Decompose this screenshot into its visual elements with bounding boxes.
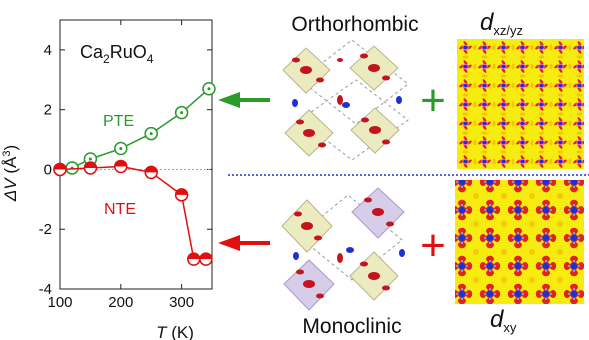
compound-subscript: 2 (103, 52, 110, 66)
nte-data-point-fill (199, 253, 212, 260)
pointer-arrows (218, 92, 270, 251)
nte-data-point-fill (175, 188, 188, 195)
plot-area (53, 19, 216, 290)
orbital-label-top: dxz/yz (480, 9, 523, 38)
pte-series-label: PTE (103, 113, 134, 130)
y-tick-label: -4 (39, 281, 52, 298)
orbital-bottom-sub: xy (503, 320, 517, 335)
pte-data-point-dot (149, 132, 153, 136)
x-axis-label: T (K) (156, 323, 194, 340)
nte-arrow-head (218, 235, 240, 251)
monoclinic-structure (281, 187, 405, 311)
y-axis-unit-close: ) (1, 145, 20, 151)
orbital-map-dxz-dyz (457, 39, 584, 169)
nte-data-point-fill (54, 163, 66, 170)
y-tick-labels: -4 -2 0 2 4 (39, 42, 52, 298)
x-tick-labels: 100 200 300 (47, 294, 194, 311)
y-axis-unit-sup: 3 (1, 151, 13, 157)
orbital-label-bottom: dxy (490, 306, 517, 335)
orbital-top-sub: xz/yz (493, 23, 523, 38)
plus-sign-top: + (420, 76, 446, 125)
x-axis-unit: (K) (167, 323, 194, 340)
x-tick-label: 300 (169, 294, 194, 311)
compound-subscript: 4 (147, 52, 154, 66)
y-tick-label: -2 (39, 221, 52, 238)
y-tick-label: 2 (44, 102, 52, 119)
nte-data-point-fill (114, 160, 127, 167)
orbital-top-main: d (480, 9, 494, 36)
nte-data-point-fill (187, 253, 200, 260)
compound-text: RuO (110, 42, 147, 62)
orbital-bottom-main: d (490, 306, 504, 333)
plus-sign-bottom: + (420, 221, 446, 270)
phase-title-monoclinic: Monoclinic (302, 315, 401, 338)
y-tick-label: 4 (44, 42, 52, 59)
y-axis-unit: (Å (1, 156, 20, 178)
x-tick-label: 200 (108, 294, 133, 311)
pte-data-point-dot (180, 111, 184, 115)
orbital-map-dxy (455, 180, 584, 304)
pte-series-line (59, 88, 210, 171)
orthorhombic-structure (282, 39, 409, 161)
nte-data-point-fill (145, 166, 158, 173)
nte-series-label: NTE (104, 201, 136, 218)
y-tick-label: 0 (44, 161, 52, 178)
compound-text: Ca (80, 42, 104, 62)
x-axis-symbol: T (156, 323, 168, 340)
pte-data-point-dot (88, 157, 92, 161)
compound-formula: Ca2RuO4 (80, 42, 154, 66)
plot-frame (59, 19, 213, 290)
x-tick-label: 100 (47, 294, 72, 311)
y-axis-symbol: ΔV (1, 177, 20, 202)
pte-data-point-dot (207, 87, 211, 91)
phase-title-orthorhombic: Orthorhombic (291, 13, 418, 36)
plus-icon: + + (420, 76, 446, 270)
y-axis-label: ΔV (Å3) (1, 145, 20, 202)
nte-data-point-fill (84, 161, 97, 168)
pte-data-point-dot (119, 147, 123, 151)
pte-arrow-head (218, 92, 240, 108)
